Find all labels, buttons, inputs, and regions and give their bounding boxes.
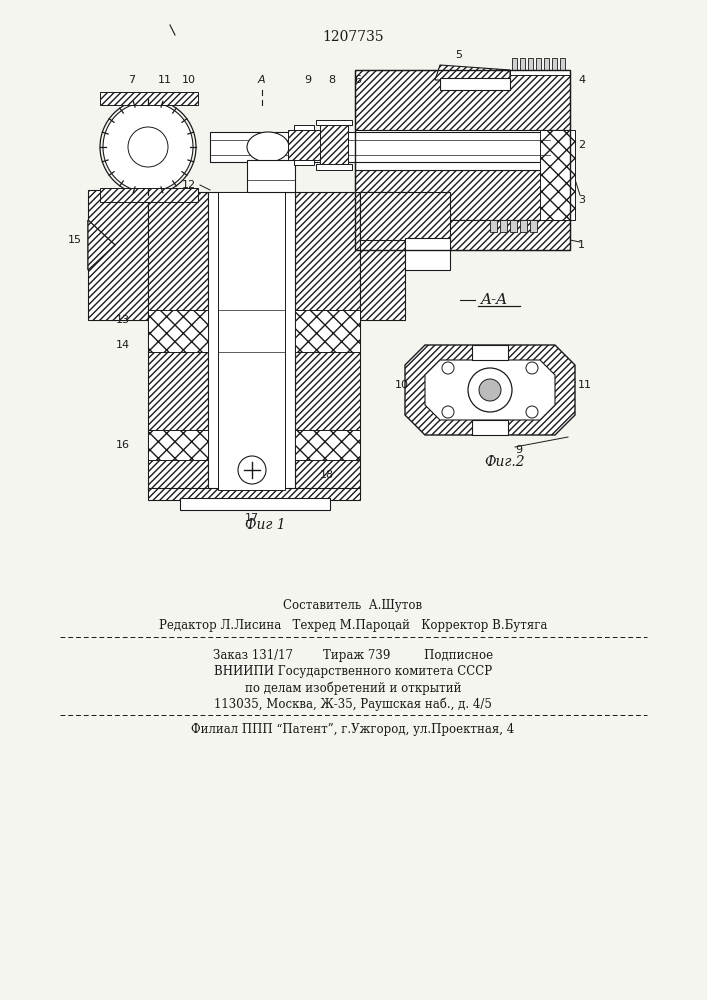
Circle shape — [479, 379, 501, 401]
Text: 10: 10 — [182, 75, 196, 85]
Text: 8: 8 — [328, 75, 335, 85]
Polygon shape — [528, 58, 533, 70]
Polygon shape — [512, 58, 517, 70]
Text: 5: 5 — [455, 50, 462, 60]
Circle shape — [128, 127, 168, 167]
Text: 9: 9 — [304, 75, 311, 85]
Polygon shape — [294, 160, 314, 165]
Text: 1: 1 — [578, 240, 585, 250]
Text: 2: 2 — [578, 140, 585, 150]
Polygon shape — [210, 132, 550, 162]
Polygon shape — [288, 130, 320, 160]
Polygon shape — [295, 192, 360, 490]
Polygon shape — [520, 220, 527, 232]
Polygon shape — [560, 58, 565, 70]
Polygon shape — [148, 192, 208, 490]
Text: ВНИИПИ Государственного комитета СССР: ВНИИПИ Государственного комитета СССР — [214, 666, 492, 678]
Text: 18: 18 — [320, 470, 334, 480]
Polygon shape — [520, 58, 525, 70]
Text: 15: 15 — [68, 235, 82, 245]
Text: Заказ 131/17        Тираж 739         Подписное: Заказ 131/17 Тираж 739 Подписное — [213, 648, 493, 662]
Polygon shape — [472, 420, 508, 435]
Polygon shape — [88, 220, 115, 270]
Polygon shape — [247, 160, 295, 192]
Text: 4: 4 — [578, 75, 585, 85]
Polygon shape — [536, 58, 541, 70]
Text: 11: 11 — [578, 380, 592, 390]
Text: 1207735: 1207735 — [322, 30, 384, 44]
Circle shape — [442, 406, 454, 418]
Text: Фиг 1: Фиг 1 — [245, 518, 286, 532]
Polygon shape — [88, 190, 148, 320]
Text: A: A — [258, 75, 266, 85]
Text: Филиал ППП “Патент”, г.Ужгород, ул.Проектная, 4: Филиал ППП “Патент”, г.Ужгород, ул.Проек… — [192, 724, 515, 736]
Polygon shape — [530, 220, 537, 232]
Polygon shape — [360, 192, 450, 240]
Text: Составитель  А.Шутов: Составитель А.Шутов — [284, 598, 423, 611]
Polygon shape — [355, 130, 570, 170]
Bar — [510, 70, 570, 75]
Polygon shape — [490, 220, 497, 232]
Polygon shape — [510, 220, 517, 232]
Polygon shape — [500, 220, 507, 232]
Text: 113035, Москва, Ж-35, Раушская наб., д. 4/5: 113035, Москва, Ж-35, Раушская наб., д. … — [214, 697, 492, 711]
Text: A-A: A-A — [480, 293, 507, 307]
Polygon shape — [552, 58, 557, 70]
Polygon shape — [180, 498, 330, 510]
Text: 17: 17 — [245, 513, 259, 523]
Circle shape — [468, 368, 512, 412]
Circle shape — [526, 362, 538, 374]
Text: A: A — [269, 160, 276, 170]
Ellipse shape — [247, 132, 289, 162]
Text: 12: 12 — [182, 180, 196, 190]
Polygon shape — [294, 125, 314, 130]
Polygon shape — [425, 360, 555, 420]
Text: 9: 9 — [515, 445, 522, 455]
Polygon shape — [355, 70, 570, 130]
Polygon shape — [355, 170, 570, 220]
Polygon shape — [148, 310, 208, 352]
Polygon shape — [295, 430, 360, 460]
Bar — [355, 70, 570, 250]
Polygon shape — [440, 78, 510, 90]
Polygon shape — [148, 430, 208, 460]
Polygon shape — [148, 488, 360, 500]
Text: 13: 13 — [116, 315, 130, 325]
Text: 16: 16 — [116, 440, 130, 450]
Polygon shape — [295, 310, 360, 352]
Text: 11: 11 — [158, 75, 172, 85]
Polygon shape — [540, 130, 575, 220]
Text: 3: 3 — [578, 195, 585, 205]
Polygon shape — [320, 125, 348, 167]
Polygon shape — [208, 192, 295, 490]
Polygon shape — [360, 192, 405, 320]
Circle shape — [103, 102, 193, 192]
Text: 6: 6 — [354, 75, 361, 85]
Polygon shape — [316, 120, 352, 125]
Polygon shape — [472, 345, 508, 360]
Text: 7: 7 — [128, 75, 135, 85]
Circle shape — [238, 456, 266, 484]
Text: 10: 10 — [395, 380, 409, 390]
Text: Редактор Л.Лисина   Техред М.Пароцай   Корректор В.Бутяга: Редактор Л.Лисина Техред М.Пароцай Корре… — [159, 618, 547, 632]
Polygon shape — [316, 164, 352, 170]
Polygon shape — [405, 238, 450, 270]
Polygon shape — [100, 92, 198, 105]
Polygon shape — [405, 345, 575, 435]
Polygon shape — [544, 58, 549, 70]
Text: по делам изобретений и открытий: по делам изобретений и открытий — [245, 681, 461, 695]
Circle shape — [526, 406, 538, 418]
Polygon shape — [88, 220, 115, 270]
Circle shape — [442, 362, 454, 374]
Polygon shape — [435, 65, 510, 80]
Polygon shape — [100, 188, 198, 202]
Text: Фиг.2: Фиг.2 — [485, 455, 525, 469]
Text: 14: 14 — [116, 340, 130, 350]
Polygon shape — [218, 192, 285, 490]
Polygon shape — [355, 220, 570, 250]
